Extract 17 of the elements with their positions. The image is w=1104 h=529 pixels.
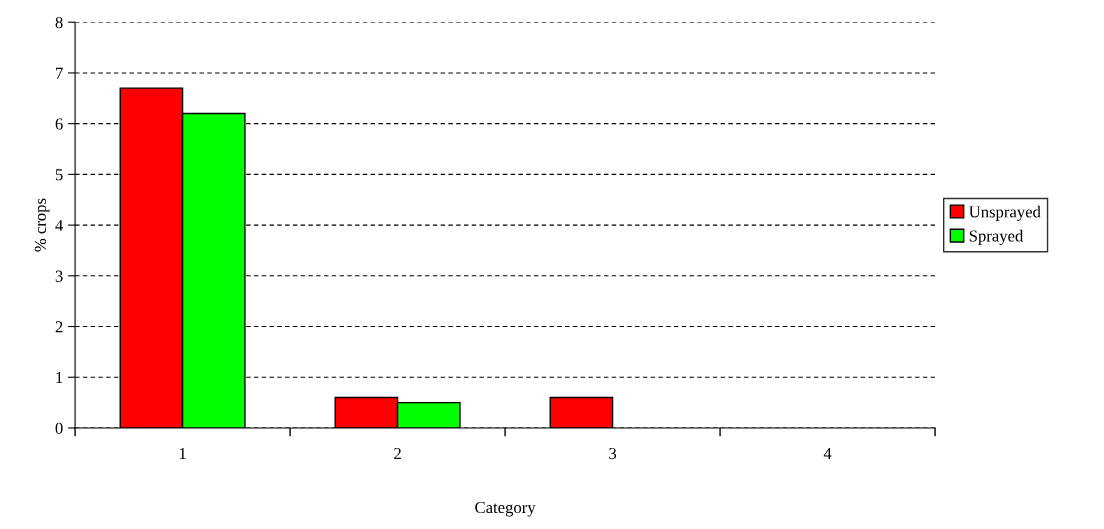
y-axis-title: % crops: [34, 198, 50, 252]
x-tick-label: 1: [179, 447, 186, 459]
y-tick-label: 1: [56, 372, 63, 384]
y-tick-label: 4: [55, 219, 64, 231]
y-tick-label: 2: [55, 321, 63, 333]
y-tick-label: 7: [56, 67, 63, 79]
x-tick-label: 3: [609, 447, 617, 460]
y-tick-label: 3: [55, 270, 63, 282]
x-axis-title: Category: [475, 501, 536, 517]
legend-label: Unsprayed: [969, 205, 1041, 221]
legend-label: Sprayed: [969, 229, 1024, 246]
y-tick-label: 8: [55, 16, 63, 29]
y-tick-label: 0: [55, 422, 63, 434]
y-tick-label: 6: [55, 118, 63, 130]
x-tick-label: 4: [823, 448, 832, 459]
y-tick-label: 5: [55, 169, 63, 181]
x-tick-label: 2: [394, 447, 401, 459]
